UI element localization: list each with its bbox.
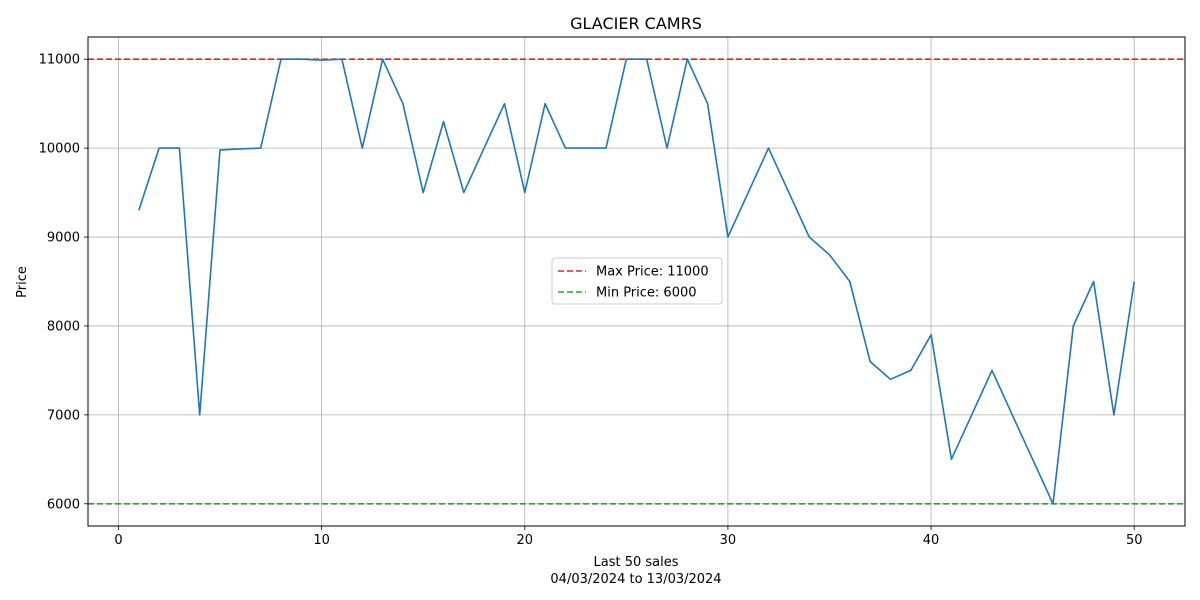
price-data-point [665,146,669,150]
price-data-point [767,146,771,150]
price-data-point [198,413,202,417]
y-axis-label: Price [15,266,30,298]
price-data-point [177,146,181,150]
y-tick-label: 7000 [47,408,80,423]
price-data-point [929,333,933,337]
y-tick-label: 11000 [39,53,80,68]
price-data-point [1010,413,1014,417]
price-data-point [320,58,324,62]
price-data-point [807,235,811,239]
price-data-point [543,102,547,106]
legend-box [551,257,723,305]
price-data-point [523,191,527,195]
price-data-point [299,57,303,61]
price-data-point [442,119,446,123]
price-data-point [279,57,283,61]
price-data-point [604,146,608,150]
price-data-point [259,146,263,150]
price-data-point [360,146,364,150]
price-data-point [888,377,892,381]
price-data-point [1031,457,1035,461]
price-data-point [1071,324,1075,328]
price-data-point [909,368,913,372]
legend: Max Price: 11000 Min Price: 6000 [551,257,723,305]
price-data-point [685,57,689,61]
price-data-point [584,146,588,150]
price-data-point [502,102,506,106]
price-data-point [624,57,628,61]
price-data-point [706,102,710,106]
y-tick-label: 9000 [47,231,80,246]
price-data-point [990,368,994,372]
x-ticks: 0 10 20 30 40 50 [114,526,1142,548]
price-data-point [868,360,872,364]
price-data-point [381,57,385,61]
plot-frame [87,36,1186,527]
price-data-point [421,191,425,195]
price-data-point [645,57,649,61]
price-data-point [746,191,750,195]
price-data-point [827,253,831,257]
price-data-point [218,148,222,152]
price-data-point [787,191,791,195]
legend-label: Min Price: 6000 [596,286,697,301]
price-data-point [1112,413,1116,417]
x-tick-label: 40 [923,533,940,548]
price-series-line [138,58,1135,505]
price-data-point [340,57,344,61]
price-data-point [238,147,242,151]
legend-label: Max Price: 11000 [596,265,709,280]
x-tick-label: 50 [1126,533,1143,548]
price-data-point [848,280,852,284]
reference-lines [88,58,1185,505]
y-tick-label: 6000 [47,497,80,512]
x-axis-date-range: 04/03/2024 to 13/03/2024 [550,572,721,587]
price-data-point [726,235,730,239]
price-data-point [1051,502,1055,506]
price-data-point [462,191,466,195]
y-tick-label: 8000 [47,319,80,334]
x-tick-label: 30 [720,533,737,548]
price-data-point [482,146,486,150]
price-data-point [157,146,161,150]
x-axis-label: Last 50 sales [593,555,678,570]
y-tick-label: 10000 [39,142,80,157]
x-tick-label: 10 [313,533,330,548]
x-tick-label: 0 [114,533,122,548]
price-data-point [137,208,141,212]
price-data-point [1132,280,1136,284]
price-data-point [949,457,953,461]
price-data-point [970,413,974,417]
price-data-point [401,102,405,106]
x-tick-label: 20 [516,533,533,548]
y-ticks: 6000 7000 8000 9000 10000 11000 [39,53,88,512]
price-data-point [1092,280,1096,284]
chart-title: GLACIER CAMRS [570,14,702,33]
series-layer [137,57,1136,506]
price-data-point [563,146,567,150]
